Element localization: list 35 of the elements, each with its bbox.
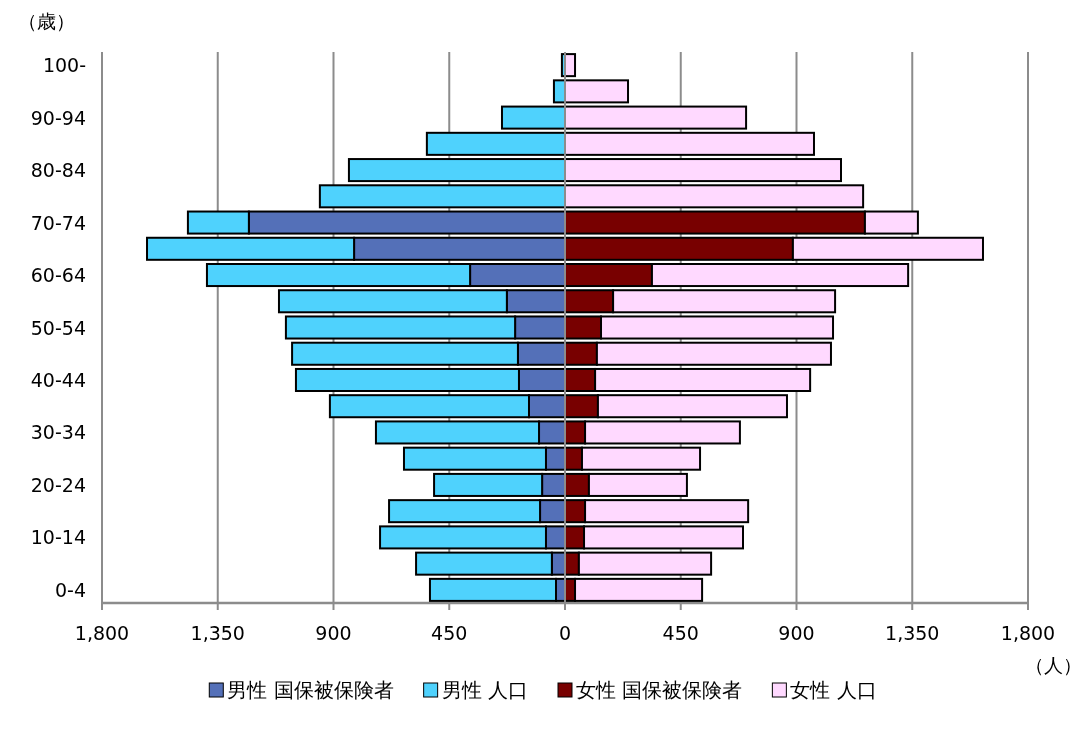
y-tick-label: 100-: [42, 54, 86, 77]
bar: [564, 105, 748, 130]
x-tick-label: 1,350: [190, 622, 245, 644]
y-tick-label: 0-4: [54, 578, 86, 601]
legend-label: 女性 人口: [790, 678, 877, 702]
bar: [347, 158, 566, 183]
x-tick-label: 450: [431, 622, 468, 644]
bar: [425, 131, 566, 156]
y-tick-label: 90-94: [30, 106, 86, 129]
legend-label: 女性 国保被保険者: [576, 678, 743, 702]
x-tick-label: 1,350: [885, 622, 940, 644]
bar: [564, 158, 842, 183]
bar: [564, 79, 630, 104]
y-tick-label: 20-24: [30, 473, 86, 496]
y-tick-label: 10-14: [30, 526, 86, 549]
bar: [318, 184, 566, 209]
y-axis-title: （歳）: [18, 10, 75, 32]
y-tick-label: 50-54: [30, 316, 86, 339]
x-tick-label: 1,800: [74, 622, 130, 644]
legend-label: 男性 人口: [441, 678, 528, 702]
x-tick-label: 450: [662, 622, 699, 644]
x-tick-label: 900: [778, 622, 815, 644]
y-tick-label: 60-64: [30, 264, 86, 287]
x-tick-label: 900: [315, 622, 352, 644]
y-tick-label: 30-34: [30, 421, 86, 444]
y-tick-label: 70-74: [30, 211, 86, 234]
x-tick-label: 0: [558, 622, 572, 644]
y-tick-label: 40-44: [30, 368, 86, 391]
legend-label: 男性 国保被保険者: [227, 678, 394, 702]
x-axis-title: （人）: [1025, 654, 1082, 676]
bar: [564, 131, 815, 156]
bar: [500, 105, 566, 130]
x-tick-label: 1,800: [1000, 622, 1056, 644]
y-tick-label: 80-84: [30, 159, 86, 182]
bar: [564, 184, 865, 209]
